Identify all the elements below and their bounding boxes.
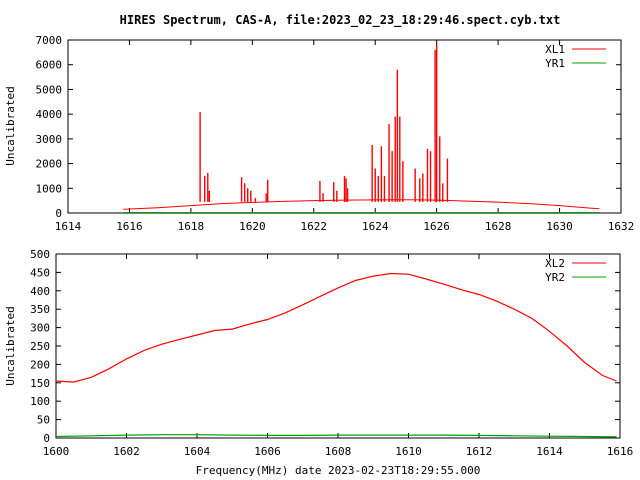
series-xl1-baseline [123,199,600,210]
legend-label-yr1: YR1 [545,57,565,70]
x-tick-label: 1630 [546,220,573,233]
bottom-plot-frame [55,253,621,439]
bottom-ylabel: Uncalibrated [4,306,17,385]
bottom-xlabel: Frequency(MHz) date 2023-02-23T18:29:55.… [196,464,481,477]
y-tick-label: 5000 [36,83,63,96]
bottom-ticks: 1600 1602 1604 1606 1608 1610 1612 1614 1616 0 50 1… [30,248,633,458]
top-data [123,44,600,214]
legend-label-yr2: YR2 [545,271,565,284]
x-tick-label: 1612 [466,445,493,458]
y-tick-label: 400 [30,285,50,298]
x-tick-label: 1632 [608,220,635,233]
y-tick-label: 150 [30,377,50,390]
y-tick-label: 500 [30,248,50,261]
figure-title: HIRES Spectrum, CAS-A, file:2023_02_23_1… [120,13,561,28]
y-tick-label: 100 [30,395,50,408]
top-ticks: 1614 1616 1618 1620 1622 1624 1626 1628 1630 1632… [36,34,635,233]
bottom-legend: XL2 YR2 [545,257,606,284]
series-xl2-line [55,272,617,383]
y-tick-label: 2000 [36,158,63,171]
y-tick-label: 300 [30,322,50,335]
x-tick-label: 1610 [395,445,422,458]
y-tick-label: 0 [55,207,62,220]
x-tick-label: 1628 [485,220,512,233]
bottom-panel: 1600 1602 1604 1606 1608 1610 1612 1614 1616 0 50 1… [4,248,633,477]
y-tick-label: 50 [37,414,50,427]
bottom-data [55,272,617,438]
x-tick-label: 1614 [55,220,82,233]
x-tick-label: 1620 [239,220,266,233]
x-tick-label: 1604 [184,445,211,458]
y-tick-label: 250 [30,340,50,353]
legend-label-xl1: XL1 [545,43,565,56]
series-yr2-line [55,434,617,438]
y-tick-label: 6000 [36,59,63,72]
x-tick-label: 1622 [301,220,328,233]
x-tick-label: 1624 [362,220,389,233]
top-legend: XL1 YR1 [545,43,606,70]
x-tick-label: 1626 [423,220,450,233]
top-ylabel: Uncalibrated [4,86,17,165]
top-panel: 1614 1616 1618 1620 1622 1624 1626 1628 1630 1632… [4,34,634,233]
legend-label-xl2: XL2 [545,257,565,270]
y-tick-label: 4000 [36,108,63,121]
x-tick-label: 1600 [43,445,70,458]
y-tick-label: 0 [43,432,50,445]
x-tick-label: 1616 [607,445,634,458]
x-tick-label: 1608 [325,445,352,458]
x-tick-label: 1618 [178,220,205,233]
y-tick-label: 1000 [36,182,63,195]
x-tick-label: 1602 [113,445,140,458]
y-tick-label: 200 [30,358,50,371]
y-tick-label: 350 [30,303,50,316]
y-tick-label: 7000 [36,34,63,47]
x-tick-label: 1616 [116,220,143,233]
y-tick-label: 3000 [36,133,63,146]
x-tick-label: 1614 [536,445,563,458]
y-tick-label: 450 [30,266,50,279]
x-tick-label: 1606 [254,445,281,458]
